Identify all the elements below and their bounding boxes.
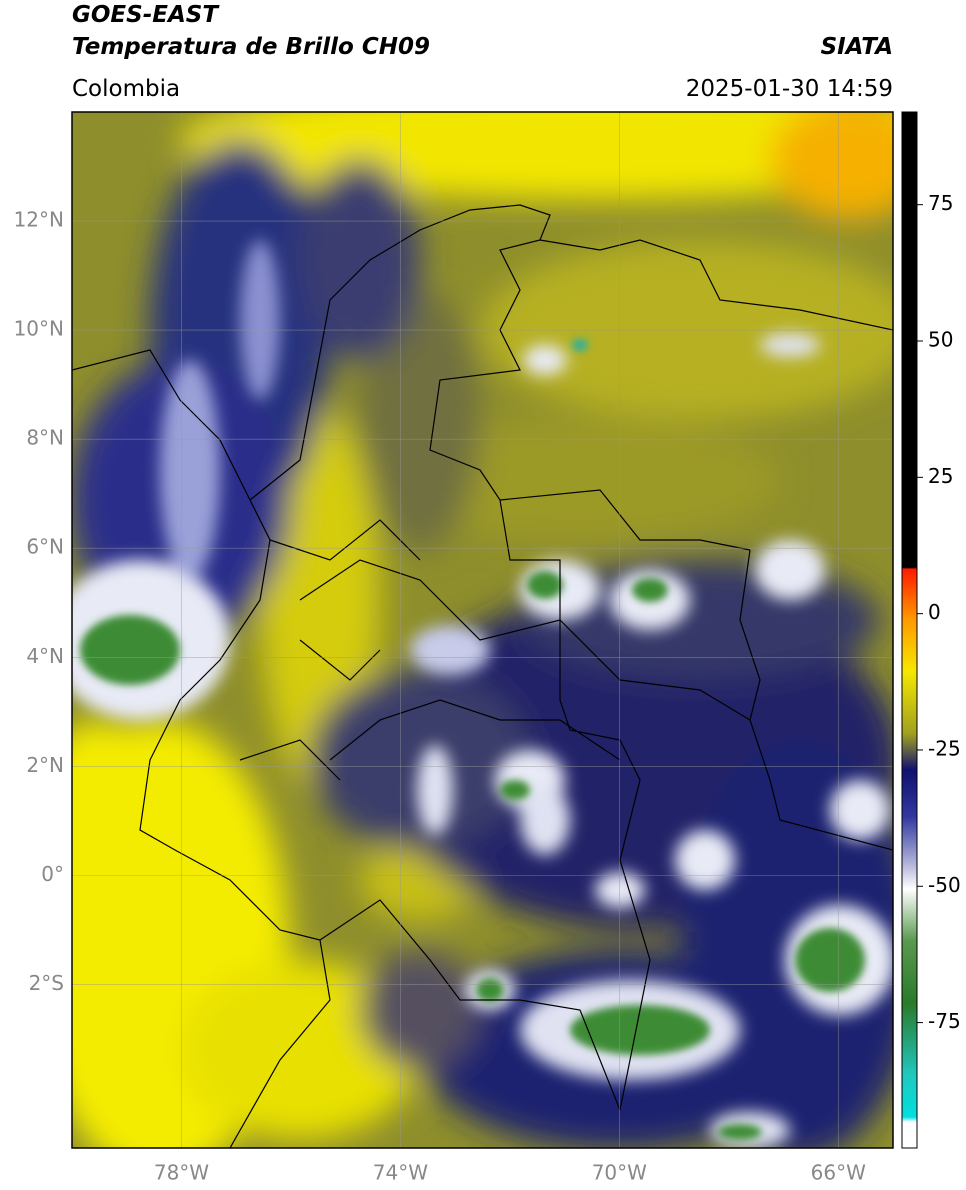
region: Colombia: [72, 76, 180, 102]
satellite-name: GOES-EAST: [72, 2, 220, 28]
colorbar-tick-label: -25: [928, 736, 961, 760]
colorbar-tick-label: -50: [928, 873, 961, 897]
source: SIATA: [821, 34, 893, 60]
colorbar-tick-label: 50: [928, 328, 953, 352]
product-name: Temperatura de Brillo CH09: [72, 34, 430, 60]
satellite-image: [72, 112, 893, 1148]
lat-tick-label: 10°N: [14, 317, 64, 341]
lat-tick-label: 0°: [41, 862, 64, 886]
map-frame: [71, 111, 894, 1149]
lat-tick-label: 2°S: [29, 971, 64, 995]
colorbar-tick-label: 0: [928, 600, 941, 624]
lon-tick-label: 66°W: [811, 1161, 866, 1185]
lon-tick-label: 74°W: [373, 1161, 428, 1185]
lat-tick-label: 6°N: [26, 535, 64, 559]
colorbar-tick-label: 25: [928, 464, 953, 488]
grid: [72, 112, 893, 1148]
colorbar-tick-label: 75: [928, 191, 953, 215]
colorbar-tick-label: -75: [928, 1009, 961, 1033]
lat-tick-label: 2°N: [26, 753, 64, 777]
datetime: 2025-01-30 14:59: [686, 76, 893, 102]
lon-tick-label: 70°W: [592, 1161, 647, 1185]
lat-tick-label: 8°N: [26, 426, 64, 450]
colorbar: [901, 111, 918, 1149]
lat-tick-label: 12°N: [14, 208, 64, 232]
lon-tick-label: 78°W: [154, 1161, 209, 1185]
lat-tick-label: 4°N: [26, 644, 64, 668]
